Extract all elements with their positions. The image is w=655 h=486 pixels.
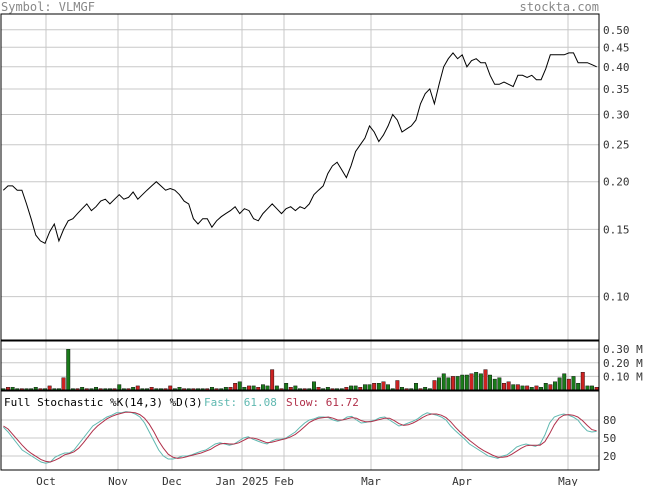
stochastic-panel: 80 50 20 bbox=[0, 390, 616, 471]
volume-bar bbox=[376, 383, 381, 391]
stochastic-title: Full Stochastic %K(14,3) %D(3) bbox=[4, 396, 203, 409]
volume-bar bbox=[474, 372, 479, 391]
volume-bar bbox=[363, 384, 367, 391]
volume-bar bbox=[349, 385, 353, 391]
volume-bar bbox=[580, 372, 585, 391]
x-axis: Oct Nov Dec Jan 2025 Feb Mar Apr May bbox=[36, 475, 578, 486]
price-y-tick-label: 0.25 bbox=[603, 139, 630, 152]
volume-bar bbox=[135, 385, 140, 391]
volume-bar bbox=[464, 374, 469, 391]
stochastic-panel-frame bbox=[0, 390, 600, 471]
volume-bar bbox=[562, 373, 567, 391]
volume-bar bbox=[590, 385, 594, 391]
volume-bar bbox=[511, 384, 516, 391]
volume-bar bbox=[414, 383, 418, 391]
price-y-tick-label: 0.20 bbox=[603, 176, 630, 189]
volume-bar bbox=[284, 383, 289, 391]
volume-bar bbox=[395, 380, 400, 391]
volume-bar bbox=[525, 385, 530, 391]
volume-bar bbox=[233, 383, 238, 391]
volume-bar bbox=[168, 385, 173, 391]
x-tick-label: Apr bbox=[452, 475, 472, 486]
x-tick-label: Feb bbox=[274, 475, 294, 486]
stoch-y-tick-label: 50 bbox=[603, 432, 616, 445]
price-panel: 0.50 0.45 0.40 0.35 0.30 0.25 0.20 0.15 0.10 bbox=[0, 13, 630, 341]
price-panel-frame bbox=[0, 13, 600, 341]
volume-bar bbox=[437, 377, 441, 391]
site-label[interactable]: stockta.com bbox=[520, 0, 599, 14]
volume-y-tick-label: 0.10 M bbox=[603, 370, 643, 383]
volume-bar bbox=[483, 369, 488, 391]
volume-bar bbox=[47, 385, 52, 391]
price-line bbox=[2, 52, 597, 244]
volume-bar bbox=[451, 376, 455, 391]
volume-bar bbox=[441, 373, 446, 391]
volume-bar bbox=[455, 376, 460, 391]
x-tick-label: Jan 2025 bbox=[216, 475, 269, 486]
volume-bar bbox=[353, 385, 358, 391]
volume-bar bbox=[534, 385, 539, 391]
volume-bar bbox=[265, 385, 270, 391]
volume-bar bbox=[367, 384, 372, 391]
volume-y-tick-label: 0.20 M bbox=[603, 357, 643, 370]
price-y-tick-label: 0.45 bbox=[603, 41, 630, 54]
volume-bar bbox=[497, 377, 502, 391]
volume-bar bbox=[553, 381, 557, 391]
volume-bar bbox=[247, 385, 252, 391]
volume-bar bbox=[372, 383, 377, 391]
volume-bar bbox=[251, 385, 256, 391]
volume-bar bbox=[488, 374, 492, 391]
price-y-tick-label: 0.10 bbox=[603, 291, 630, 304]
volume-bar bbox=[520, 385, 525, 391]
x-tick-label: Nov bbox=[108, 475, 128, 486]
volume-bar bbox=[432, 380, 437, 391]
stochastic-slow-label: Slow: 61.72 bbox=[286, 396, 359, 409]
volume-y-tick-label: 0.30 M bbox=[603, 343, 643, 356]
volume-bar bbox=[312, 381, 316, 391]
volume-bar bbox=[460, 374, 465, 391]
volume-bar bbox=[66, 349, 71, 391]
volume-bar bbox=[492, 378, 497, 391]
price-y-tick-label: 0.50 bbox=[603, 24, 630, 37]
x-tick-label: Oct bbox=[36, 475, 56, 486]
volume-bar bbox=[566, 378, 571, 391]
price-y-tick-label: 0.35 bbox=[603, 83, 630, 96]
volume-bar bbox=[293, 385, 298, 391]
volume-bar bbox=[515, 384, 520, 391]
volume-bar bbox=[117, 384, 122, 391]
volume-bar bbox=[261, 384, 265, 391]
volume-panel-frame bbox=[0, 340, 600, 391]
volume-bar bbox=[557, 377, 562, 391]
volume-bar bbox=[543, 383, 548, 391]
volume-bar bbox=[478, 373, 483, 391]
volume-bar bbox=[548, 384, 553, 391]
volume-bar bbox=[571, 376, 576, 391]
stoch-fast-line bbox=[3, 411, 597, 464]
stochastic-fast-label: Fast: 61.08 bbox=[204, 396, 277, 409]
volume-bar bbox=[506, 381, 511, 391]
x-tick-label: Mar bbox=[361, 475, 381, 486]
volume-bar bbox=[585, 385, 590, 391]
stoch-slow-line bbox=[3, 411, 597, 463]
symbol-label: Symbol: VLMGF bbox=[1, 0, 95, 14]
volume-bar bbox=[237, 381, 242, 391]
volume-bar bbox=[502, 383, 506, 391]
price-y-tick-label: 0.30 bbox=[603, 109, 630, 122]
volume-bar bbox=[469, 373, 474, 391]
volume-bar bbox=[61, 377, 66, 391]
stoch-y-tick-label: 80 bbox=[603, 414, 616, 427]
volume-bar bbox=[386, 384, 390, 391]
volume-bar bbox=[446, 377, 451, 391]
stoch-y-tick-label: 20 bbox=[603, 450, 616, 463]
volume-bar bbox=[576, 383, 581, 391]
price-y-tick-label: 0.15 bbox=[603, 223, 630, 236]
volume-bar bbox=[274, 385, 279, 391]
volume-bar bbox=[270, 369, 275, 391]
price-y-tick-label: 0.40 bbox=[603, 61, 630, 74]
volume-bar bbox=[381, 381, 386, 391]
x-tick-label: Dec bbox=[162, 475, 182, 486]
volume-panel: 0.30 M0.20 M0.10 M bbox=[0, 340, 643, 391]
x-tick-label: May bbox=[558, 475, 578, 486]
